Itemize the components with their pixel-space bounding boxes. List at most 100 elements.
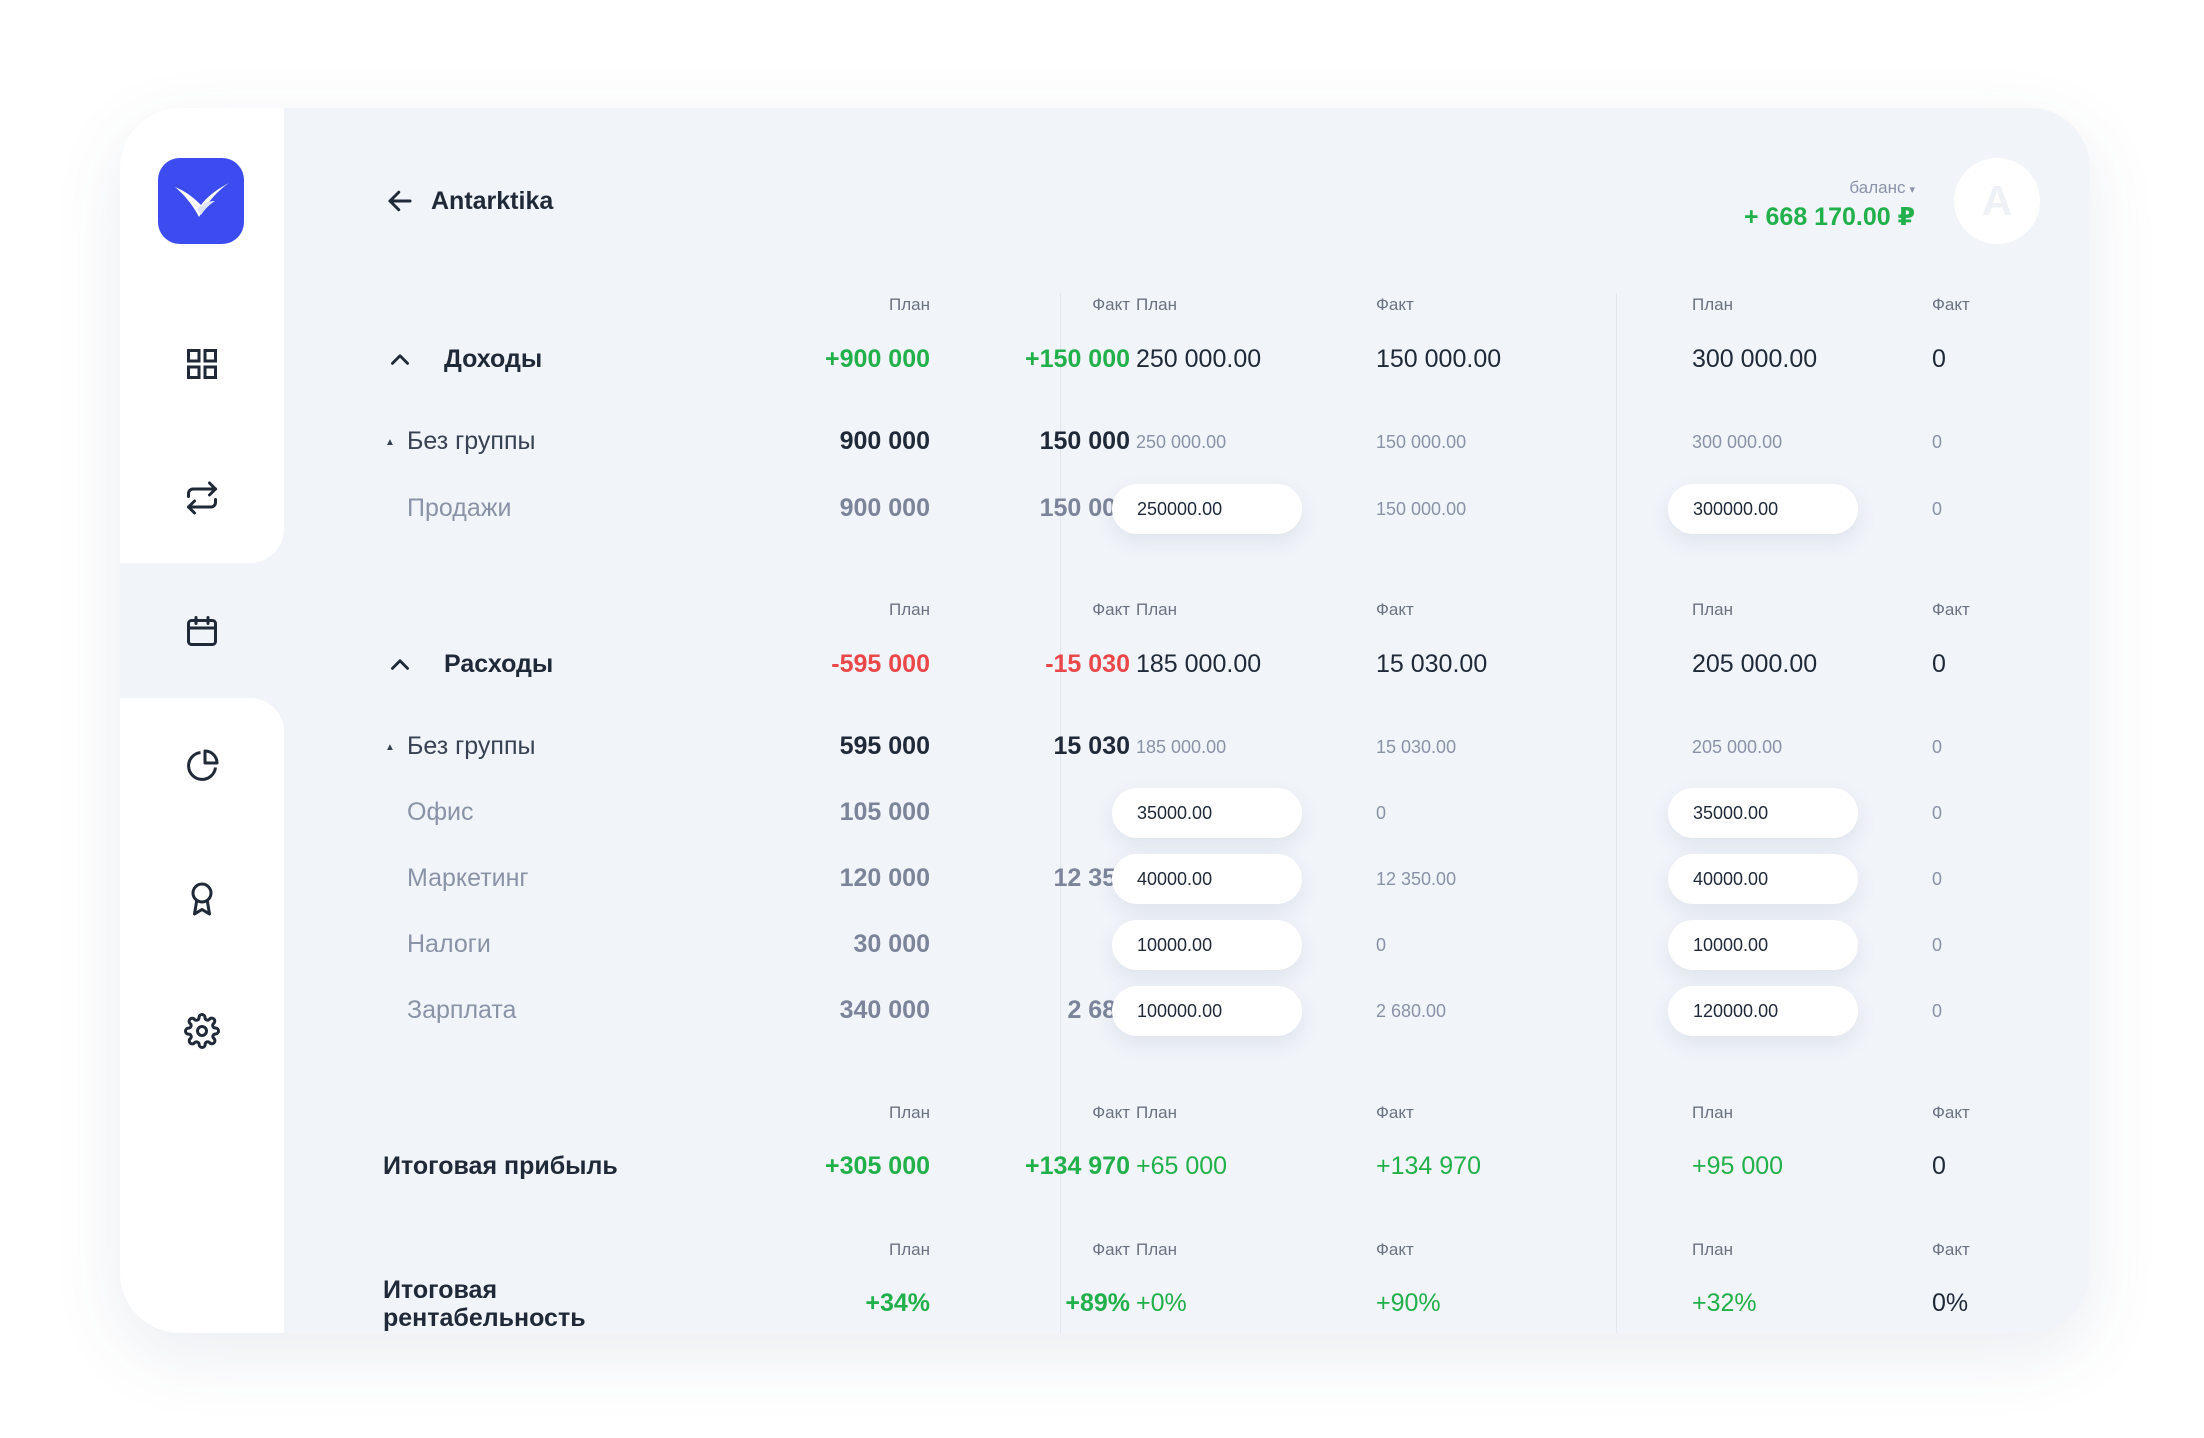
income-group-fact: 150 000 [1039, 427, 1130, 455]
col-header-plan: План [1692, 1103, 1733, 1122]
col-header-plan: План [889, 1240, 930, 1259]
col-header-plan: План [889, 600, 930, 619]
income-p2-plan: 300 000.00 [1692, 345, 1818, 373]
page-title: Antarktika [431, 186, 554, 215]
transfers-icon[interactable] [184, 480, 220, 516]
expenses-group-p2-fact: 0 [1932, 737, 1943, 757]
profitability-p2-plan: +32% [1692, 1289, 1757, 1317]
app-logo[interactable] [158, 158, 244, 244]
expense-row-p1-plan-input[interactable]: 10000.00 [1112, 920, 1302, 970]
sidebar [120, 108, 284, 1333]
expenses-p2-fact: 0 [1932, 650, 1946, 678]
expense-row-name: Зарплата [407, 996, 517, 1024]
expense-row-p2-plan-input[interactable]: 120000.00 [1668, 986, 1858, 1036]
col-header-fact: Факт [1092, 1240, 1130, 1259]
profitability-total-fact: +89% [1065, 1289, 1130, 1317]
expense-row-name: Маркетинг [407, 864, 529, 892]
back-button[interactable]: Antarktika [385, 186, 553, 216]
income-p2-fact: 0 [1932, 345, 1946, 373]
expense-row-name: Налоги [407, 930, 491, 958]
expense-row-p1-plan-input[interactable]: 40000.00 [1112, 854, 1302, 904]
profitability-title-line1: Итоговая [383, 1276, 498, 1304]
profit-p2-fact: 0 [1932, 1152, 1946, 1180]
award-icon[interactable] [184, 881, 220, 917]
balance-label: баланс [1849, 178, 1906, 197]
column-divider [1616, 293, 1617, 1333]
income-group-plan: 900 000 [839, 427, 930, 455]
balance-widget[interactable]: баланс ▾ + 668 170.00 ₽ [1744, 178, 1915, 232]
profit-p2-plan: +95 000 [1692, 1152, 1784, 1180]
expenses-section-title: Расходы [444, 650, 554, 678]
income-p1-fact: 150 000.00 [1376, 345, 1502, 373]
expense-row-plan: 30 000 [853, 930, 930, 958]
income-section-title: Доходы [444, 345, 543, 373]
expenses-group-name[interactable]: Без группы [407, 732, 536, 760]
expense-row-p1-fact: 0 [1376, 935, 1387, 955]
expenses-group-fact: 15 030 [1053, 732, 1130, 760]
col-header-fact: Факт [1376, 1103, 1414, 1122]
expenses-group-p1-fact: 15 030.00 [1376, 737, 1457, 757]
expense-row-p2-plan-input[interactable]: 35000.00 [1668, 788, 1858, 838]
profit-p1-plan: +65 000 [1136, 1152, 1228, 1180]
collapse-income-chevron-up-icon[interactable] [387, 346, 413, 372]
bird-logo-icon [175, 183, 229, 217]
expense-row-plan: 105 000 [839, 798, 930, 826]
expense-row-p1-fact: 2 680.00 [1376, 1001, 1447, 1021]
col-header-plan: План [889, 295, 930, 314]
income-row-plan: 900 000 [839, 494, 930, 522]
col-header-plan: План [1136, 295, 1177, 314]
profitability-title-line2: рентабельность [383, 1304, 586, 1332]
expense-row-p2-fact: 0 [1932, 803, 1943, 823]
pie-chart-icon[interactable] [184, 748, 220, 784]
col-header-plan: План [1136, 1103, 1177, 1122]
expenses-total-plan: -595 000 [831, 650, 930, 678]
col-header-fact: Факт [1092, 295, 1130, 314]
expense-row-p1-fact: 0 [1376, 803, 1387, 823]
profitability-p1-plan: +0% [1136, 1289, 1187, 1317]
expense-row-p1-fact: 12 350.00 [1376, 869, 1457, 889]
income-group-p1-plan: 250 000.00 [1136, 432, 1227, 452]
col-header-fact: Факт [1092, 600, 1130, 619]
expense-row-p2-plan-input[interactable]: 10000.00 [1668, 920, 1858, 970]
profit-total-fact: +134 970 [1025, 1152, 1130, 1180]
profit-title: Итоговая прибыль [383, 1152, 618, 1180]
expense-row-name: Офис [407, 798, 474, 826]
settings-icon[interactable] [184, 1013, 220, 1049]
profit-total-plan: +305 000 [825, 1152, 930, 1180]
income-row-p2-plan-input[interactable]: 300000.00 [1668, 484, 1858, 534]
app-window: Antarktika баланс ▾ + 668 170.00 ₽ A План… [120, 108, 2090, 1333]
income-total-plan: +900 000 [825, 345, 930, 373]
expenses-p2-plan: 205 000.00 [1692, 650, 1818, 678]
expense-row-p2-fact: 0 [1932, 869, 1943, 889]
avatar[interactable]: A [1954, 158, 2040, 244]
profitability-p2-fact: 0% [1932, 1289, 1969, 1317]
arrow-left-icon [388, 190, 412, 212]
expense-row-plan: 120 000 [839, 864, 930, 892]
expenses-group-p2-plan: 205 000.00 [1692, 737, 1783, 757]
expenses-p1-fact: 15 030.00 [1376, 650, 1488, 678]
expenses-group-p1-plan: 185 000.00 [1136, 737, 1227, 757]
income-total-fact: +150 000 [1025, 345, 1130, 373]
income-group-p2-fact: 0 [1932, 432, 1943, 452]
collapse-expenses-chevron-up-icon[interactable] [387, 651, 413, 677]
group-bullet-icon: ▲ [385, 437, 395, 448]
income-row-name: Продажи [407, 494, 512, 522]
expense-row-p2-plan-input[interactable]: 40000.00 [1668, 854, 1858, 904]
balance-value: + 668 170.00 ₽ [1743, 203, 1915, 231]
col-header-fact: Факт [1376, 295, 1414, 314]
dashboard-icon[interactable] [184, 346, 220, 382]
expense-row-p1-plan-input[interactable]: 100000.00 [1112, 986, 1302, 1036]
income-row-p1-plan-input[interactable]: 250000.00 [1112, 484, 1302, 534]
column-divider [1060, 293, 1061, 1333]
col-header-plan: План [1136, 1240, 1177, 1259]
caret-down-icon: ▾ [1909, 184, 1915, 196]
profitability-p1-fact: +90% [1376, 1289, 1441, 1317]
profit-p1-fact: +134 970 [1376, 1152, 1481, 1180]
col-header-fact: Факт [1932, 1103, 1970, 1122]
group-bullet-icon: ▲ [385, 742, 395, 753]
expense-row-p2-fact: 0 [1932, 935, 1943, 955]
income-group-name[interactable]: Без группы [407, 427, 536, 455]
expense-row-p1-plan-input[interactable]: 35000.00 [1112, 788, 1302, 838]
col-header-fact: Факт [1932, 1240, 1970, 1259]
calendar-icon[interactable] [184, 613, 220, 649]
